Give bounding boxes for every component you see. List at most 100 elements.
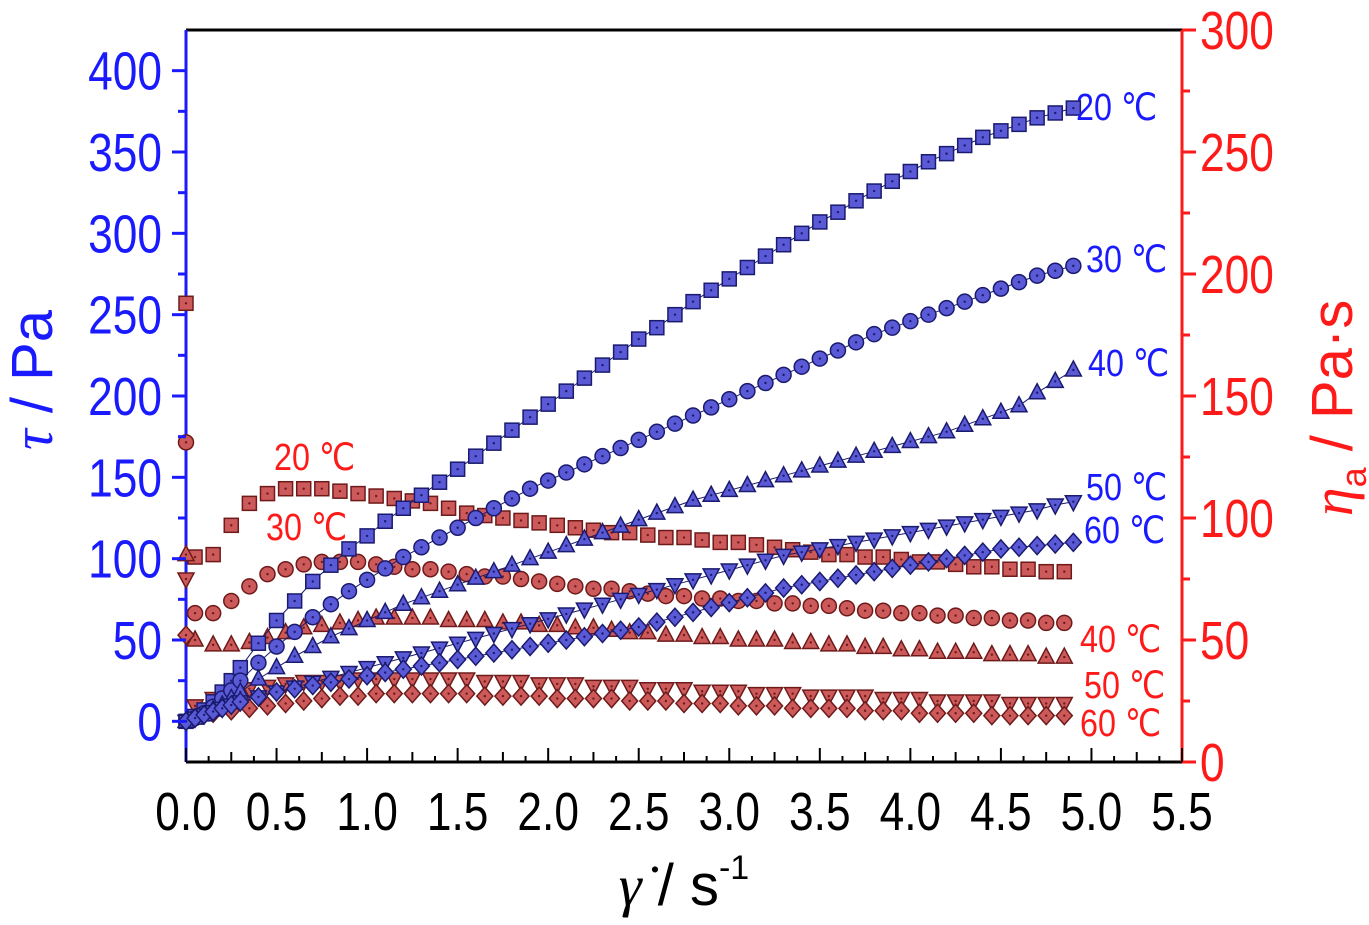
viscosity-point-50-18-dot — [501, 680, 505, 683]
viscosity-point-30-23-dot — [592, 587, 595, 590]
stress-point-40-35 — [756, 469, 775, 488]
viscosity-point-20-40-dot — [900, 558, 903, 561]
stress-point-40-39 — [828, 450, 848, 468]
stress-point-50-44-dot — [927, 528, 930, 531]
viscosity-point-20-27-dot — [664, 536, 668, 539]
viscosity-point-40-8 — [312, 614, 332, 633]
right-tick-label: 250 — [1200, 123, 1274, 183]
stress-point-50-40-dot — [854, 541, 858, 544]
stress-point-30-12-dot — [347, 590, 351, 593]
left-axis-symbol: τ — [0, 427, 65, 450]
stress-point-20-9-dot — [293, 599, 296, 603]
stress-point-40-9 — [285, 645, 304, 664]
viscosity-point-40-36 — [819, 634, 839, 652]
stress-point-20-51-dot — [1054, 111, 1057, 115]
bottom-tick-label: 3.5 — [789, 782, 851, 842]
bottom-tick-label: 4.5 — [970, 782, 1032, 842]
viscosity-point-50-38-dot — [863, 694, 867, 698]
bottom-axis-superscript: -1 — [719, 849, 749, 887]
stress-point-40-8 — [267, 657, 286, 675]
viscosity-point-20-14-dot — [429, 502, 432, 505]
stress-point-40-45 — [937, 421, 956, 439]
viscosity-point-60-44-dot — [972, 712, 975, 715]
stress-point-60-20-dot — [492, 651, 496, 655]
viscosity-point-60-10-dot — [356, 694, 360, 698]
stress-point-40-18-dot — [456, 583, 459, 586]
stress-point-40-22 — [520, 548, 540, 566]
bottom-tick-label: 2.0 — [517, 782, 579, 842]
viscosity-point-20-33-dot — [773, 546, 776, 549]
stress-point-40-38 — [810, 455, 830, 473]
stress-point-20-50-dot — [1035, 116, 1039, 120]
stress-point-50-16 — [412, 646, 431, 664]
stress-point-40-47 — [973, 408, 993, 426]
stress-point-50-27-dot — [619, 598, 622, 601]
stress-point-20-29-dot — [655, 326, 659, 329]
viscosity-point-40-46 — [1000, 644, 1020, 662]
stress-point-40-34 — [738, 474, 757, 493]
stress-point-30-47-dot — [981, 293, 984, 297]
stress-point-50-51 — [1045, 498, 1065, 516]
stress-point-50-28-dot — [637, 593, 640, 596]
right-axis-unit: / Pa·s — [1300, 300, 1365, 468]
stress-point-20-19-dot — [474, 454, 477, 458]
stress-point-40-30-dot — [673, 505, 677, 508]
stress-point-60-18-dot — [456, 658, 459, 661]
stress-point-20-47-dot — [981, 136, 984, 139]
stress-point-50-30-dot — [673, 583, 677, 586]
viscosity-point-40-44-dot — [972, 651, 975, 654]
viscosity-point-20-7-dot — [302, 487, 305, 490]
viscosity-point-60-7-dot — [302, 699, 305, 703]
stress-point-50-38-dot — [818, 547, 822, 551]
viscosity-point-40-6-dot — [284, 631, 287, 634]
viscosity-point-40-45-dot — [990, 653, 994, 656]
stress-point-40-12 — [339, 618, 359, 636]
viscosity-point-20-28-dot — [682, 536, 686, 539]
viscosity-point-30-46-dot — [1008, 619, 1012, 622]
viscosity-point-50-49 — [1055, 696, 1074, 715]
stress-point-30-43-dot — [909, 319, 912, 323]
stress-point-40-26-dot — [601, 531, 604, 534]
viscosity-point-50-15 — [439, 672, 458, 690]
stress-point-40-42-dot — [891, 445, 894, 448]
viscosity-point-30-32-dot — [755, 599, 758, 603]
viscosity-point-40-0-dot — [184, 553, 188, 556]
viscosity-point-40-33 — [765, 629, 784, 647]
viscosity-point-50-39-dot — [882, 697, 885, 700]
stress-point-40-24 — [557, 535, 576, 553]
stress-point-20-41-dot — [872, 189, 876, 193]
viscosity-point-30-7-dot — [302, 563, 305, 566]
viscosity-point-20-15-dot — [447, 507, 450, 510]
stress-point-20-33-dot — [728, 277, 731, 281]
viscosity-point-40-37-dot — [845, 643, 849, 647]
viscosity-point-40-0 — [176, 544, 196, 562]
stress-point-20-35-dot — [764, 254, 767, 258]
viscosity-point-40-23-dot — [592, 626, 595, 629]
stress-point-40-17 — [430, 580, 449, 598]
viscosity-point-40-30 — [710, 626, 730, 645]
viscosity-point-60-8-dot — [320, 697, 324, 700]
stress-point-30-31-dot — [691, 414, 695, 417]
stress-point-40-36-dot — [782, 474, 785, 477]
stress-point-50-26 — [593, 597, 612, 615]
bottom-axis-unit: / s — [642, 853, 719, 918]
viscosity-point-20-9-dot — [338, 489, 342, 493]
viscosity-point-20-21-dot — [556, 524, 559, 527]
viscosity-point-40-31 — [729, 629, 748, 647]
viscosity-point-60-47-dot — [1026, 714, 1030, 717]
stress-point-50-21-dot — [510, 627, 514, 630]
viscosity-point-50-23-dot — [592, 685, 595, 688]
viscosity-point-30-45-dot — [990, 616, 994, 620]
viscosity-point-40-2 — [203, 634, 223, 652]
stress-point-50-31-dot — [691, 578, 695, 582]
viscosity-point-50-48-dot — [1044, 702, 1048, 705]
stress-point-20-38-dot — [818, 220, 822, 224]
stress-point-30-20-dot — [492, 507, 496, 510]
stress-point-50-40 — [846, 535, 866, 553]
viscosity-point-50-25-dot — [628, 685, 631, 688]
viscosity-point-20-23-dot — [592, 529, 595, 532]
stress-point-60-15-dot — [402, 668, 405, 671]
viscosity-point-40-9 — [330, 612, 350, 630]
viscosity-point-60-24-dot — [610, 697, 613, 700]
